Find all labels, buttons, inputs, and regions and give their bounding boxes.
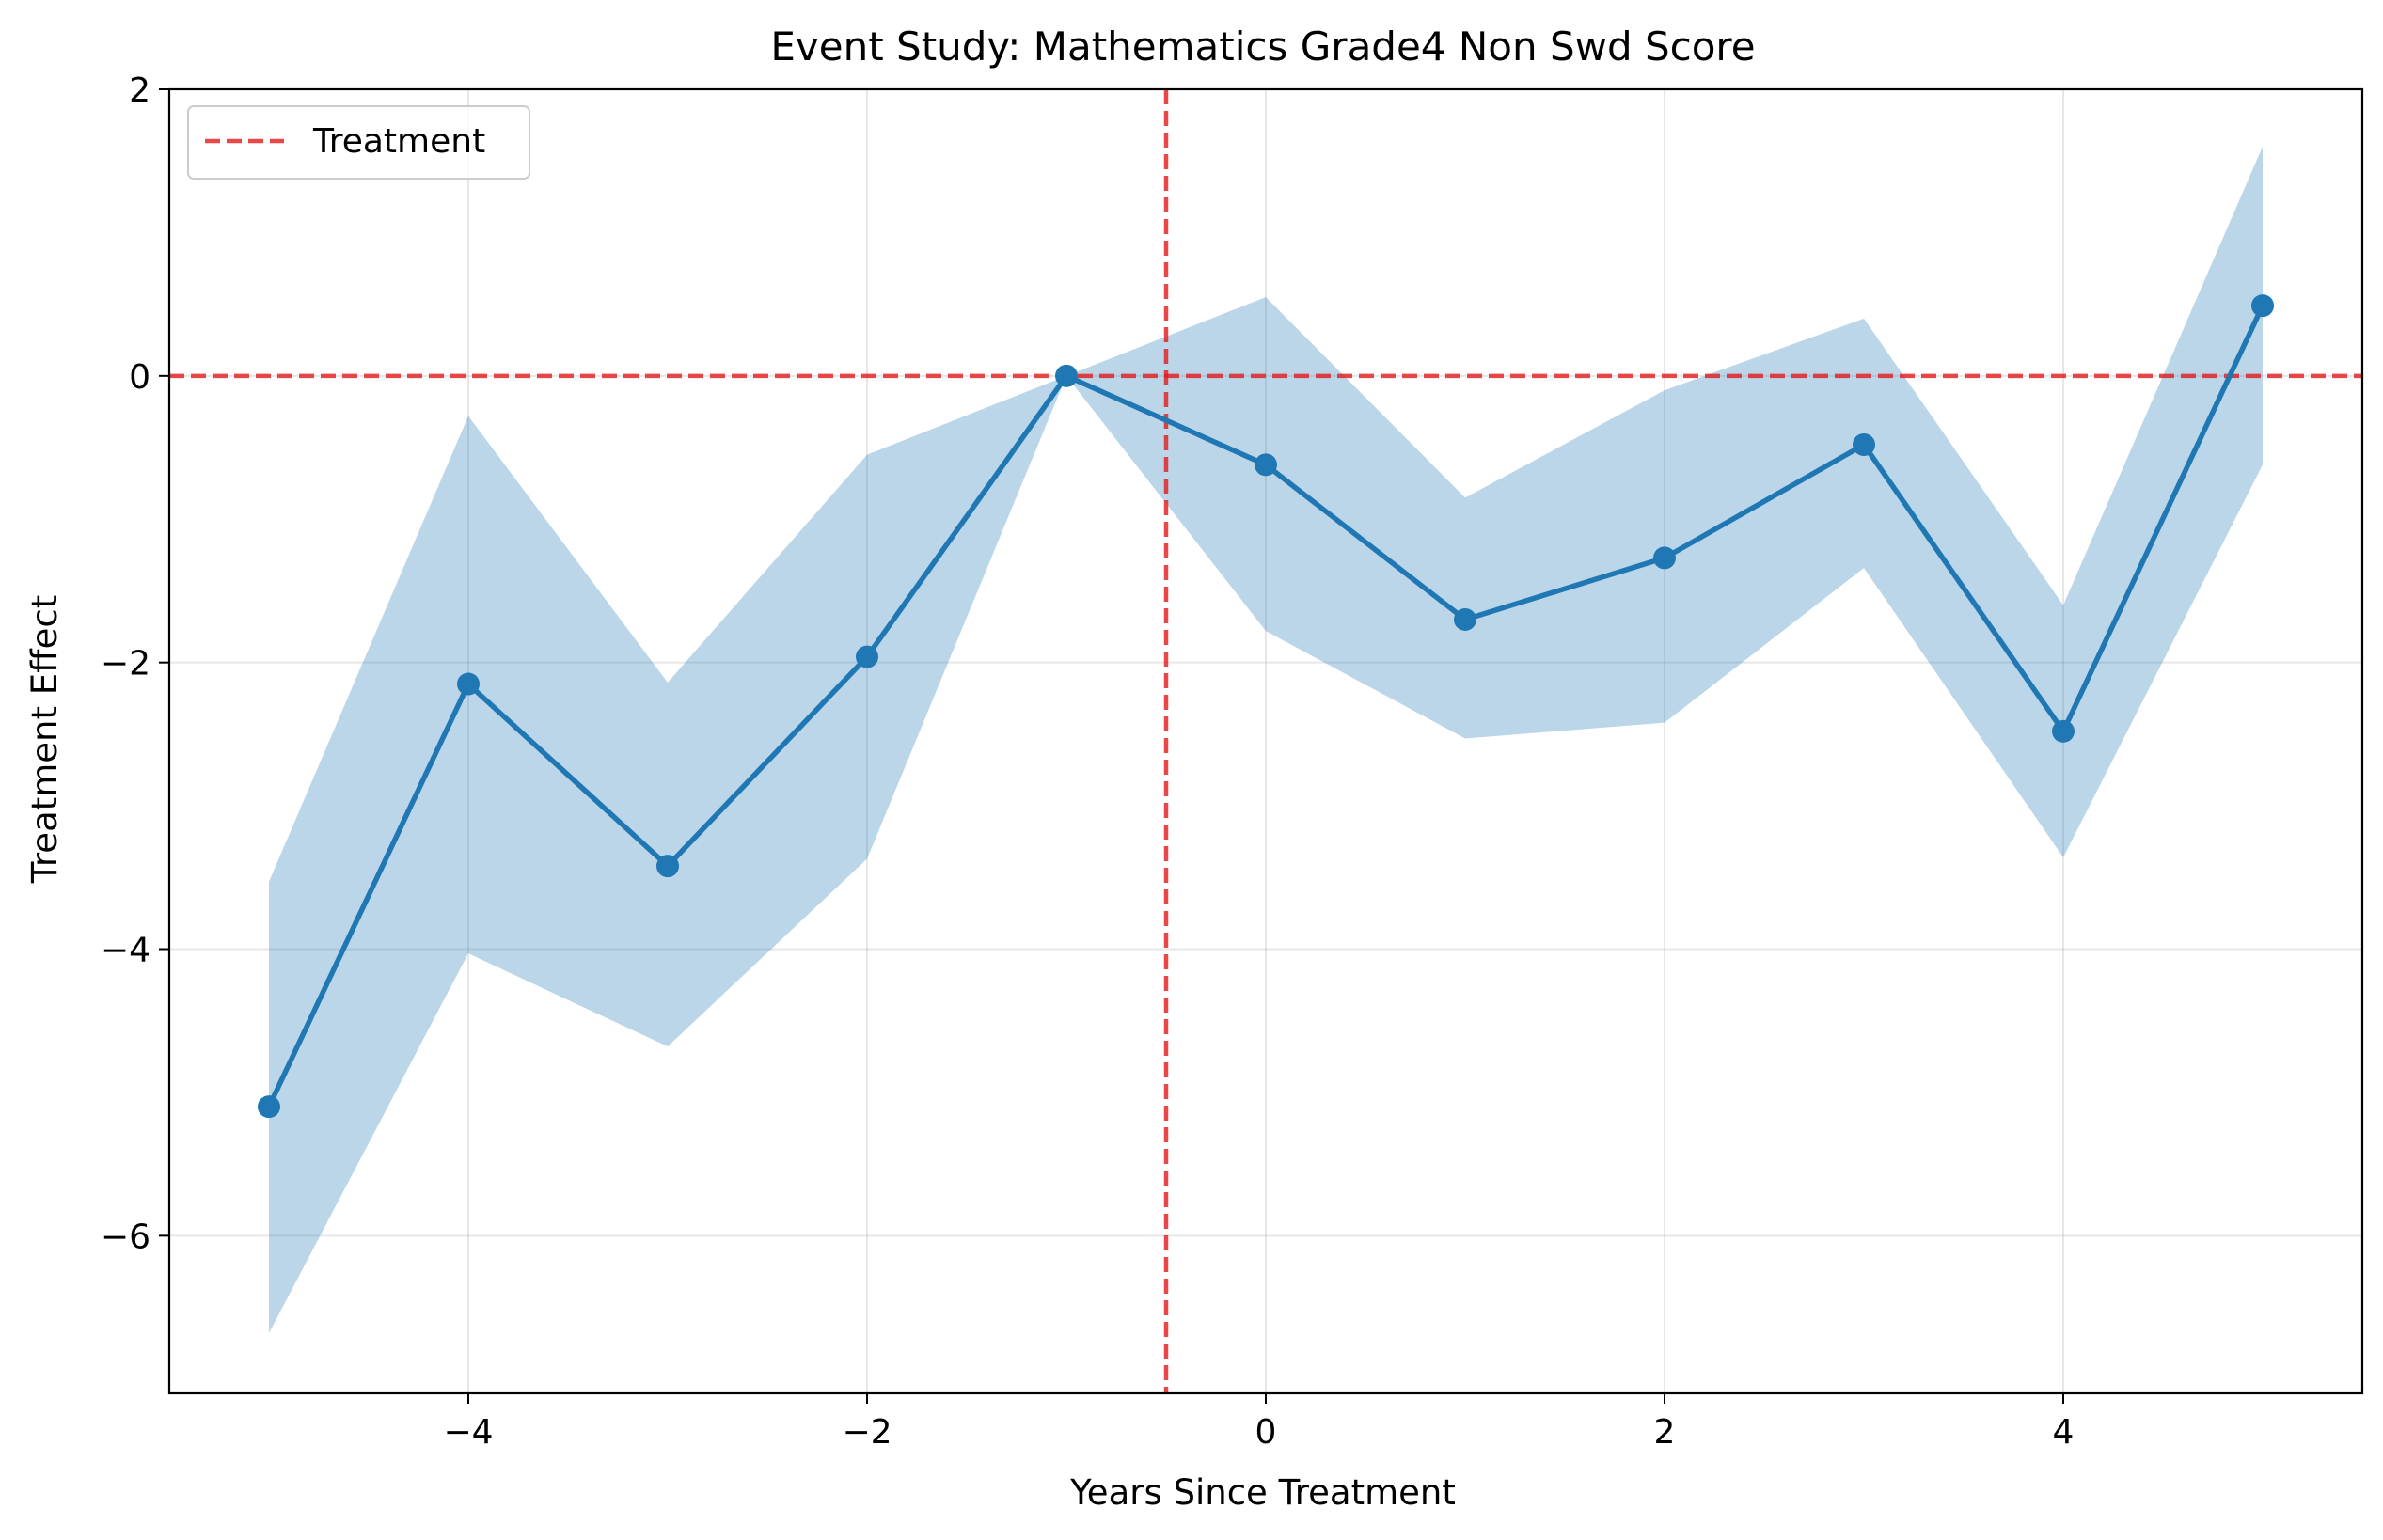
x-axis-label: Years Since Treatment <box>1069 1472 1456 1513</box>
y-tick-label-1: −4 <box>101 932 150 970</box>
data-point-3 <box>856 645 878 668</box>
x-tick-label-4: 4 <box>2053 1413 2075 1452</box>
data-point-8 <box>1853 432 1875 456</box>
x-tick-label-1: −2 <box>842 1413 892 1452</box>
data-point-7 <box>1653 546 1676 570</box>
y-tick-label-0: −6 <box>101 1218 150 1256</box>
series-layer <box>258 294 2274 1119</box>
data-point-6 <box>1454 607 1476 631</box>
y-axis-ticks: −6 −4 −2 0 2 <box>101 71 169 1256</box>
reference-lines <box>169 89 2362 1393</box>
y-tick-label-2: −2 <box>101 645 150 684</box>
data-point-10 <box>2251 294 2274 318</box>
data-point-4 <box>1055 364 1078 387</box>
data-point-5 <box>1255 453 1277 477</box>
x-axis-ticks: −4 −2 0 2 4 <box>443 1393 2074 1452</box>
legend-treatment-label: Treatment <box>312 122 485 161</box>
legend-box <box>187 105 530 180</box>
x-tick-label-0: −4 <box>443 1413 493 1452</box>
y-tick-label-4: 2 <box>129 71 150 110</box>
x-tick-label-3: 2 <box>1654 1413 1676 1452</box>
legend: Treatment <box>187 105 530 180</box>
y-axis-label: Treatment Effect <box>24 595 65 885</box>
confidence-band-layer <box>269 146 2263 1333</box>
x-tick-label-2: 0 <box>1255 1413 1277 1452</box>
y-tick-label-3: 0 <box>129 358 150 397</box>
data-point-2 <box>656 855 679 878</box>
data-point-9 <box>2052 719 2075 743</box>
confidence-band-0 <box>269 146 2263 1333</box>
chart-title: Event Study: Mathematics Grade4 Non Swd … <box>770 24 1755 70</box>
data-point-1 <box>457 672 480 696</box>
data-point-0 <box>258 1095 280 1119</box>
